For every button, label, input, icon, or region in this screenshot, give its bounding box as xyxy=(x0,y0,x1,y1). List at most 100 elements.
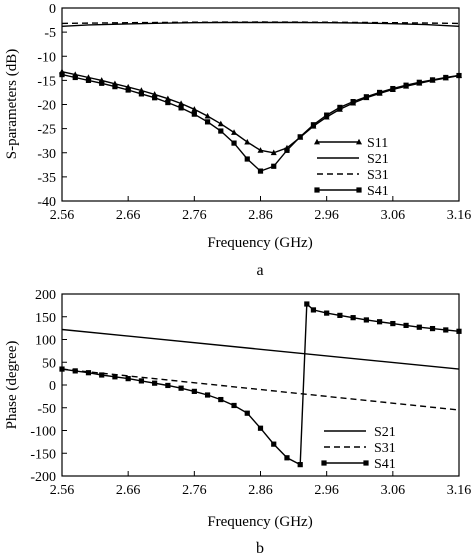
panel-b-series-s41-point xyxy=(85,370,92,376)
panel-b-series-s31-line xyxy=(61,368,460,411)
panel-a-series-s41-point xyxy=(337,104,343,110)
panel-b-series-s41-point xyxy=(165,382,171,389)
panel-b-series-s41-point xyxy=(152,380,158,386)
panel-b-series-s41-line xyxy=(61,302,460,466)
panel-b-series-s41-point xyxy=(125,376,131,382)
panel-b-x-tick-label: 2.56 xyxy=(50,483,75,498)
panel-a-series-s41-point xyxy=(112,84,118,90)
panel-a-x-tick-label: 2.56 xyxy=(50,208,75,223)
panel-a-series-s41-point xyxy=(310,122,317,128)
panel-a-series-s41-point xyxy=(99,80,105,86)
panel-b-series-s41-point xyxy=(138,378,144,384)
panel-b-series-s41-point xyxy=(310,307,317,313)
panel-a-legend-marker-s11 xyxy=(314,138,320,145)
panel-b-series-layer xyxy=(59,301,462,468)
panel-b-series-s41-point xyxy=(324,310,330,316)
panel-a-tick-layer: 2.56 2.66 2.76 2.86 2.96 3.06 3.16 0 -5 -10 -15 -20… xyxy=(37,2,471,223)
panel-b-legend-label-s21: S21 xyxy=(374,425,396,440)
panel-a-series-s11-point xyxy=(217,120,224,127)
panel-b-y-tick-label: 100 xyxy=(35,334,56,349)
panel-a-series-s41-point xyxy=(443,74,449,81)
panel-b-x-tick-label: 3.06 xyxy=(381,483,406,498)
panel-a-series-s41-point xyxy=(350,99,356,105)
panel-a-series-s41-point xyxy=(231,140,237,146)
panel-a-legend-marker-s11 xyxy=(356,138,362,145)
panel-a-series-s41-point xyxy=(297,134,303,140)
panel-b-series-s41-point xyxy=(284,455,290,461)
panel-a-series-s41-point xyxy=(284,147,290,153)
panel-b-series-s21 xyxy=(61,328,460,370)
panel-a-series-s41-point xyxy=(85,77,92,83)
panel-a-x-tick-label: 3.06 xyxy=(381,208,406,223)
panel-b-series-s41-point xyxy=(191,388,197,394)
panel-a-y-tick-label: -30 xyxy=(37,147,56,162)
panel-a-series-s21 xyxy=(61,21,460,27)
panel-a-y-tick-label: 0 xyxy=(49,2,56,17)
panel-a-series-s41-point xyxy=(72,74,78,81)
panel-b-series-s41-point xyxy=(403,322,409,328)
panel-a-series-s11-point xyxy=(270,149,277,156)
panel-a-y-tick-label: -20 xyxy=(37,99,56,114)
panel-b-x-tick-label: 3.16 xyxy=(447,483,472,498)
panel-b-legend-item-s41: S41 xyxy=(321,457,396,472)
panel-b-series-s41-point xyxy=(231,402,237,409)
panel-b-series-s41-point xyxy=(59,366,65,372)
panel-b-legend-item-s31: S31 xyxy=(324,441,396,456)
panel-a-series-s41-line xyxy=(61,73,460,172)
panel-a-series-s11-line xyxy=(61,71,460,154)
panel-b-series-s41-point xyxy=(72,368,78,374)
panel-b-series-s41-point xyxy=(350,315,356,321)
panel-b-legend-item-s21: S21 xyxy=(324,425,396,440)
panel-a-series-s41-point xyxy=(456,72,462,79)
panel-a-series-s41-point xyxy=(429,77,436,83)
panel-b-plot-frame xyxy=(61,293,460,477)
panel-b-series-s41-point xyxy=(204,392,211,398)
panel-a-series-s21-line xyxy=(61,21,460,27)
panel-a-y-axis-label: S-parameters (dB) xyxy=(4,49,20,159)
panel-a-legend-item-s41: S41 xyxy=(314,184,389,199)
panel-a-series-layer xyxy=(59,21,462,174)
panel-a-y-tick-label: -35 xyxy=(37,171,56,186)
panel-b-series-s41-point xyxy=(99,372,105,378)
panel-b-series-s41-point xyxy=(443,327,449,333)
panel-a-legend-label-s21: S21 xyxy=(367,152,389,167)
panel-a-y-tick-label: -5 xyxy=(44,26,56,41)
panel-a-series-s11-point xyxy=(244,138,251,145)
panel-a-series-s31-line xyxy=(61,21,460,25)
panel-b-chart: 2.56 2.66 2.76 2.86 2.96 3.06 3.16 200 150 100 50 0… xyxy=(4,288,471,556)
panel-a-series-s41-point xyxy=(59,71,65,78)
panel-b-series-s41-point xyxy=(416,324,422,330)
panel-a-y-tick-label: -10 xyxy=(37,50,56,65)
panel-a-series-s41-point xyxy=(416,79,422,85)
panel-a-legend-item-s21: S21 xyxy=(317,152,389,167)
panel-a-series-s41-point xyxy=(390,85,396,92)
panel-a-label: a xyxy=(256,262,263,279)
panel-b-tick-layer: 2.56 2.66 2.76 2.86 2.96 3.06 3.16 200 150 100 50 0… xyxy=(30,288,471,498)
panel-a-x-tick-label: 2.66 xyxy=(116,208,141,223)
panel-a-series-s11-point xyxy=(164,95,171,102)
panel-a-x-tick-label: 2.76 xyxy=(182,208,207,223)
panel-b-x-tick-label: 2.86 xyxy=(248,483,273,498)
panel-a-legend-label-s41: S41 xyxy=(367,184,389,199)
panel-a-series-s11-point xyxy=(204,112,211,119)
panel-b-x-tick-label: 2.66 xyxy=(116,483,141,498)
panel-b-series-s41-point xyxy=(363,317,369,323)
panel-a-series-s41 xyxy=(59,71,462,174)
panel-b-series-s41-point xyxy=(271,441,277,447)
panel-a-series-s41-point xyxy=(363,94,369,100)
panel-a-series-s41-point xyxy=(403,82,409,88)
panel-b-y-tick-label: 50 xyxy=(42,356,56,371)
panel-b-legend-label-s31: S31 xyxy=(374,441,396,456)
panel-b-series-s41 xyxy=(59,301,462,468)
panel-b-series-s41-point xyxy=(178,385,184,391)
panel-b-y-tick-label: -50 xyxy=(37,402,56,417)
panel-a-chart: 2.56 2.66 2.76 2.86 2.96 3.06 3.16 0 -5 -10 -15 -20… xyxy=(4,2,471,279)
panel-a-series-s31 xyxy=(61,21,460,25)
panel-b-series-s41-point xyxy=(429,325,436,332)
panel-a-x-tick-label: 3.16 xyxy=(447,208,472,223)
panel-b-series-s41-point xyxy=(456,328,462,334)
panel-a-x-tick-label: 2.86 xyxy=(248,208,273,223)
